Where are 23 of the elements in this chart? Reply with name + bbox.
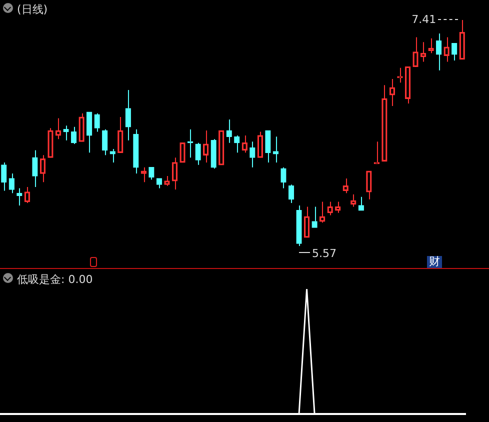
candlestick — [32, 150, 38, 188]
candlestick — [358, 196, 364, 211]
candlestick — [250, 141, 256, 168]
candlestick — [280, 166, 286, 189]
candlestick — [1, 162, 7, 192]
candlestick — [86, 112, 92, 154]
candlestick — [265, 130, 271, 163]
candlestick — [226, 118, 232, 144]
annotation: 7.41 — [412, 13, 436, 26]
candlestick — [234, 134, 240, 154]
candlestick — [125, 90, 131, 141]
candlestick — [436, 33, 442, 71]
candlestick — [133, 128, 139, 174]
chart-title: (日线) — [17, 2, 48, 17]
candlestick — [156, 178, 162, 189]
candlestick — [452, 43, 458, 62]
chart-title: 低吸是金: 0.00 — [17, 272, 93, 287]
candlestick — [296, 204, 302, 246]
candlestick — [63, 125, 69, 141]
candlestick — [312, 206, 318, 228]
text: 5.57 — [312, 247, 337, 260]
text: 财 — [427, 255, 442, 268]
candlestick — [288, 184, 294, 204]
